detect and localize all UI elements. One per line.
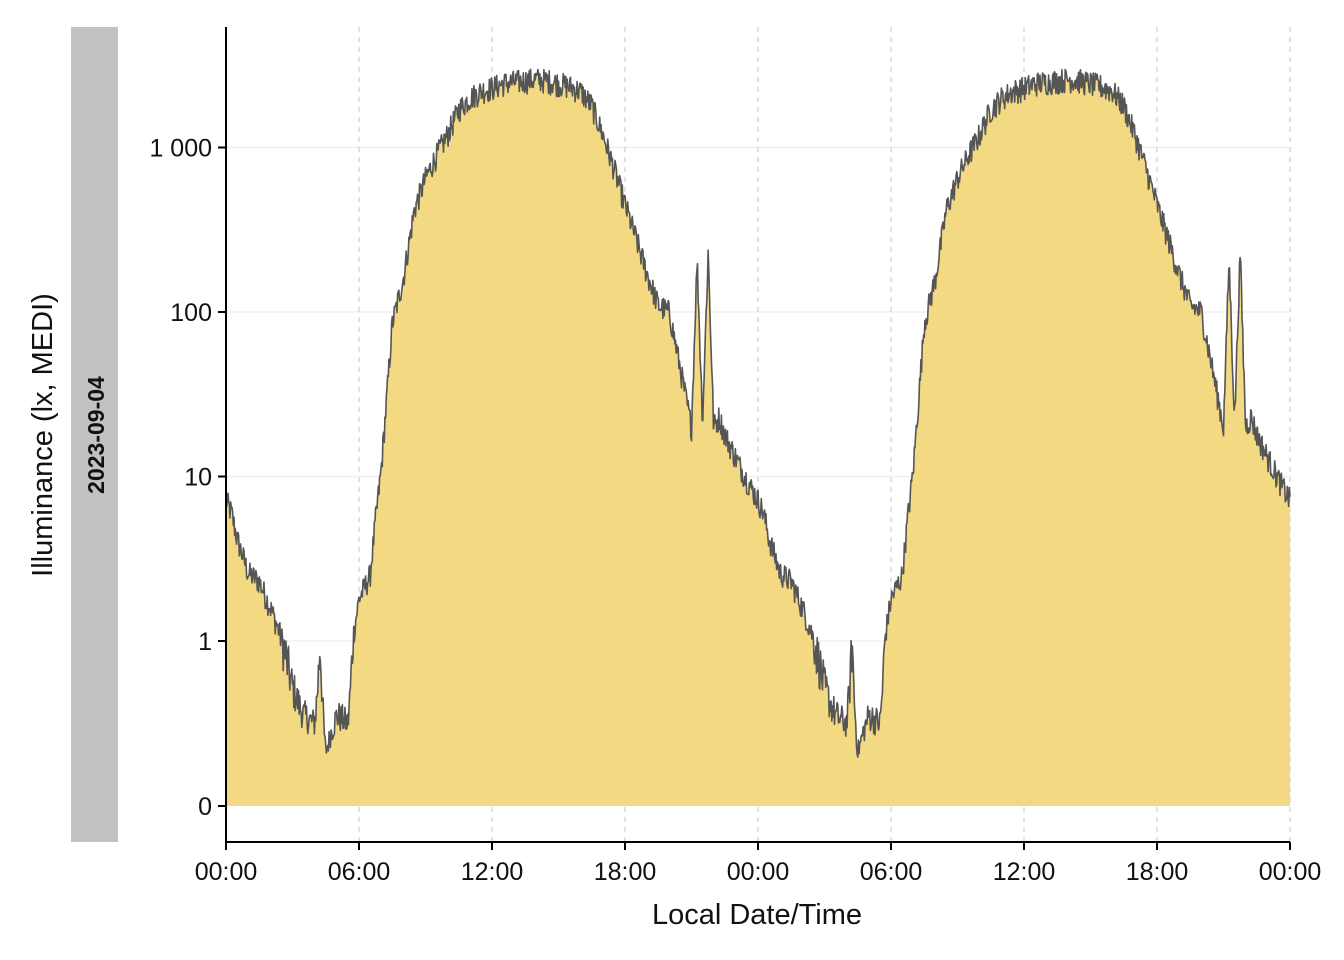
facet-strip-label: 2023-09-04 (83, 376, 109, 494)
plot-area (225, 68, 1291, 807)
y-tick-label: 1 000 (149, 135, 212, 163)
y-tick-label: 10 (184, 464, 212, 492)
x-tick-label: 00:00 (727, 858, 790, 886)
x-tick-label: 18:00 (1126, 858, 1189, 886)
x-tick-label: 12:00 (993, 858, 1056, 886)
y-ticks: 0 1 10 100 1 000 (149, 135, 226, 821)
x-tick-label: 12:00 (461, 858, 524, 886)
illuminance-area (226, 69, 1290, 807)
y-tick-label: 1 (198, 628, 212, 656)
y-axis-title: Illuminance (lx, MEDI) (27, 293, 59, 577)
illuminance-line (225, 68, 1291, 758)
x-tick-label: 00:00 (195, 858, 258, 886)
facet-strip (71, 27, 118, 842)
y-tick-label: 0 (198, 793, 212, 821)
x-ticks: 00:00 06:00 12:00 18:00 00:00 06:00 12:00 18:00… (195, 842, 1322, 886)
x-tick-label: 00:00 (1259, 858, 1322, 886)
x-axis-title: Local Date/Time (652, 899, 862, 931)
y-tick-label: 100 (170, 299, 212, 327)
x-tick-label: 06:00 (860, 858, 923, 886)
x-tick-label: 06:00 (328, 858, 391, 886)
x-tick-label: 18:00 (594, 858, 657, 886)
